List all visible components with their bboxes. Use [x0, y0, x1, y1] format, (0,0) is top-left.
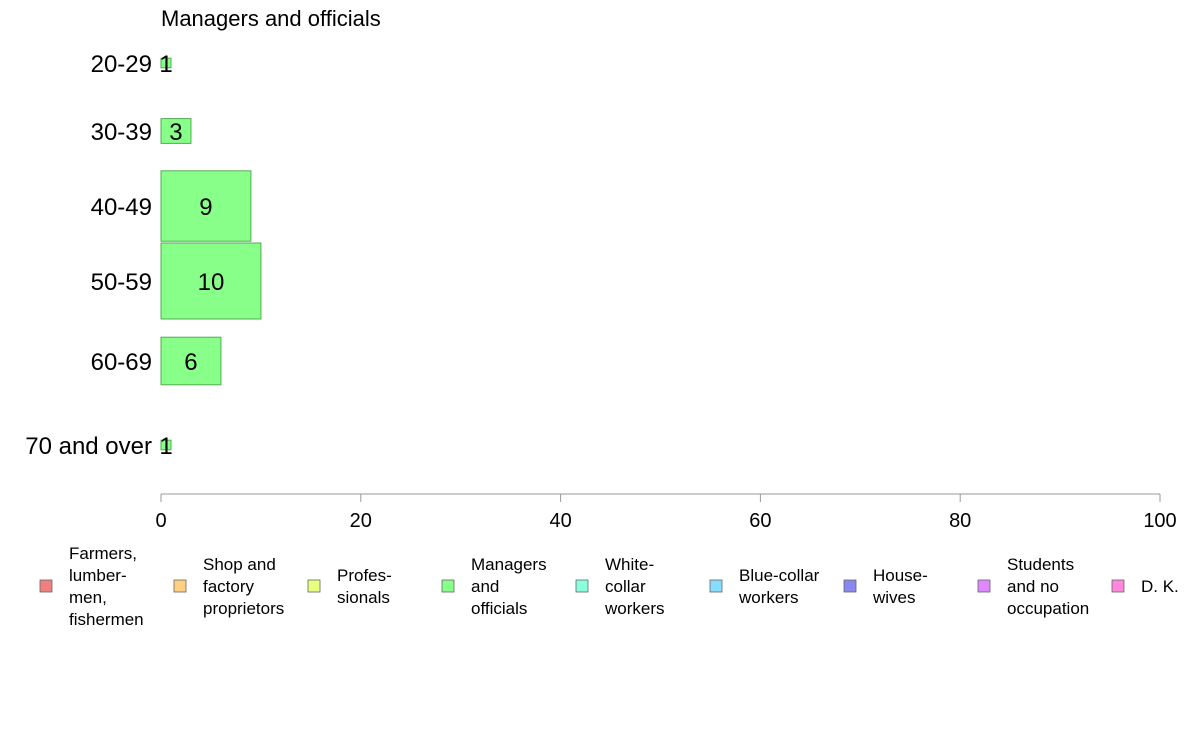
category-label: 40-49 — [91, 194, 152, 221]
legend-label: House-wives — [872, 566, 928, 607]
legend-item: White-collar workers — [575, 555, 665, 618]
value-label: 3 — [169, 119, 182, 146]
legend-item: Farmers, lumber-men, fishermen — [39, 544, 144, 629]
value-label: 1 — [159, 433, 172, 460]
legend-label: Profes-sionals — [337, 566, 392, 607]
legend-swatch — [39, 579, 53, 593]
legend-label: Farmers, lumber-men, fishermen — [69, 544, 144, 629]
x-axis: 0 20 40 60 80 100 — [155, 493, 1177, 532]
legend-swatch — [709, 579, 723, 593]
legend-swatch — [843, 579, 857, 593]
legend: Farmers, lumber-men, fishermen Shop and fact… — [39, 544, 1179, 629]
legend-swatch — [441, 579, 455, 593]
chart-title: Managers and officials — [161, 6, 381, 31]
x-tick-label: 80 — [949, 510, 971, 532]
x-tick-label: 0 — [155, 510, 166, 532]
legend-item: Shop and factory proprietors — [173, 555, 284, 618]
legend-label: Blue-collar workers — [738, 566, 820, 607]
legend-label: D. K. — [1141, 577, 1179, 596]
legend-swatch — [173, 579, 187, 593]
bar-20-29 — [160, 57, 172, 69]
category-label: 20-29 — [91, 51, 152, 78]
category-label: 60-69 — [91, 349, 152, 376]
x-tick-label: 100 — [1143, 510, 1176, 532]
category-label: 70 and over — [25, 433, 152, 460]
x-tick-label: 20 — [350, 510, 372, 532]
bar-70-and-over — [160, 439, 172, 451]
legend-label: Students and no occupation — [1007, 555, 1089, 618]
legend-swatch — [575, 579, 589, 593]
legend-label: Shop and factory proprietors — [203, 555, 284, 618]
bar-50-59 — [160, 242, 262, 320]
legend-swatch — [1111, 579, 1125, 593]
legend-item: Profes-sionals — [307, 566, 392, 607]
legend-swatch — [307, 579, 321, 593]
x-tick-label: 40 — [549, 510, 571, 532]
value-label: 1 — [159, 51, 172, 78]
legend-item: Managers and officials — [441, 555, 547, 618]
value-label: 9 — [199, 194, 212, 221]
legend-item: Students and no occupation — [977, 555, 1089, 618]
bars-group: 20-29 1 30-39 3 40-49 9 50-59 10 60-69 6 70 and ov… — [25, 51, 262, 460]
category-label: 30-39 — [91, 119, 152, 146]
legend-label: Managers and officials — [471, 555, 547, 618]
legend-swatch — [977, 579, 991, 593]
category-label: 50-59 — [91, 269, 152, 296]
legend-item: House-wives — [843, 566, 928, 607]
bar-40-49 — [160, 170, 252, 242]
bar-60-69 — [160, 336, 222, 386]
bar-30-39 — [160, 118, 192, 144]
legend-item: Blue-collar workers — [709, 566, 820, 607]
legend-item: D. K. — [1111, 577, 1179, 596]
x-tick-label: 60 — [749, 510, 771, 532]
value-label: 6 — [184, 349, 197, 376]
value-label: 10 — [198, 269, 225, 296]
legend-label: White-collar workers — [604, 555, 665, 618]
